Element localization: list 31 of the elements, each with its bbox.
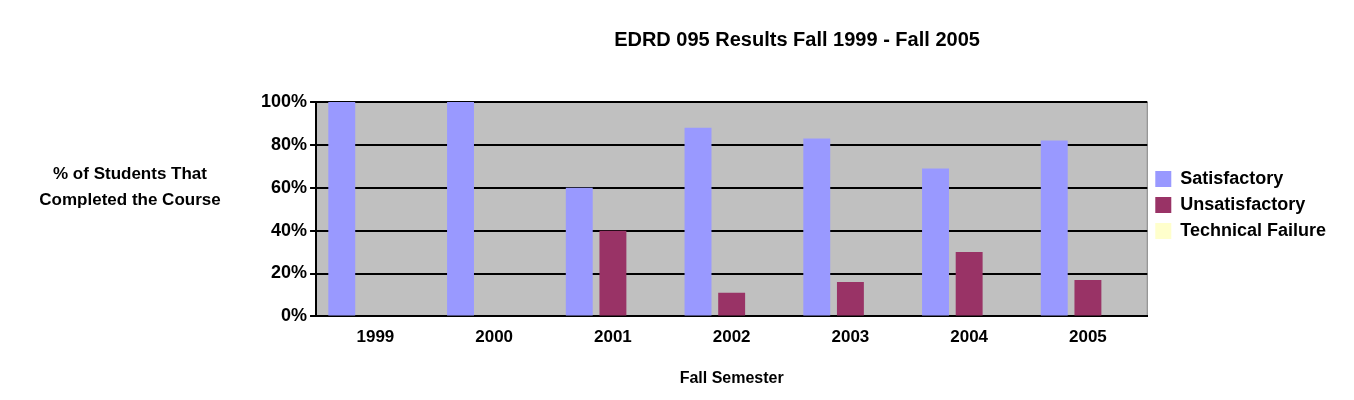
legend-label: Technical Failure: [1180, 219, 1326, 240]
y-tick-label: 40%: [271, 219, 308, 240]
y-axis-title: % of Students That Completed the Course: [39, 163, 221, 209]
bar: [684, 127, 712, 316]
x-tick-label: 2000: [475, 327, 514, 347]
bar: [599, 230, 627, 316]
bar: [718, 292, 746, 316]
x-tick-label: 1999: [356, 327, 395, 347]
legend-label: Unsatisfactory: [1180, 193, 1306, 214]
bar: [328, 102, 356, 316]
bar: [565, 187, 593, 316]
bar: [803, 138, 831, 316]
bar: [1040, 140, 1068, 316]
x-tick-label: 2005: [1069, 327, 1107, 347]
x-tick-label: 2001: [594, 327, 632, 347]
x-tick-label: 2004: [950, 327, 989, 347]
legend-label: Satisfactory: [1180, 167, 1284, 188]
y-tick-label: 20%: [271, 262, 308, 283]
bar: [447, 102, 474, 316]
chart-title: EDRD 095 Results Fall 1999 - Fall 2005: [614, 27, 980, 50]
bar: [955, 252, 983, 316]
bar: [922, 168, 949, 316]
y-tick-label: 80%: [271, 133, 308, 154]
x-axis-title: Fall Semester: [679, 368, 784, 386]
y-tick-label: 100%: [260, 90, 308, 111]
x-tick-label: 2002: [712, 327, 751, 347]
bar: [1074, 279, 1102, 316]
x-tick-label: 2003: [831, 327, 870, 347]
y-tick-label: 0%: [281, 305, 308, 326]
bar: [836, 282, 864, 316]
y-tick-label: 60%: [271, 176, 308, 197]
